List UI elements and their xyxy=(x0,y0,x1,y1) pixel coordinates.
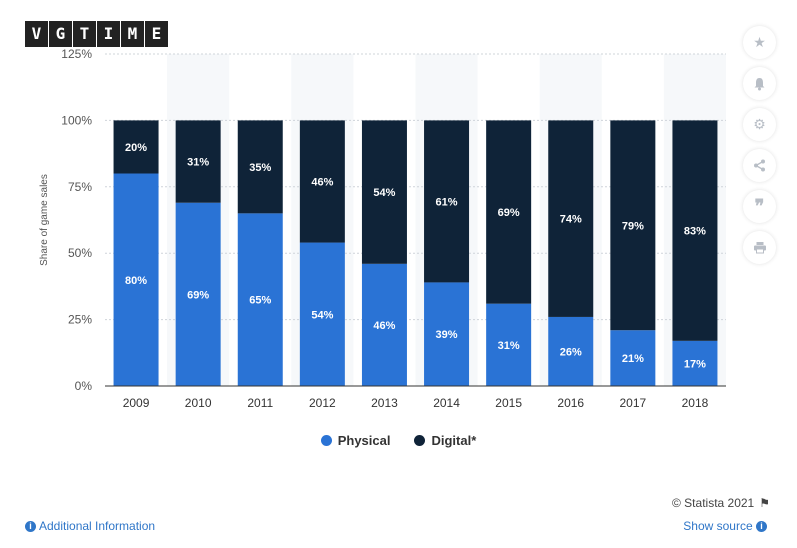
legend-item-digital[interactable]: Digital* xyxy=(414,433,476,448)
additional-information-label: Additional Information xyxy=(39,519,156,533)
bar-physical xyxy=(548,316,594,386)
x-tick-label: 2013 xyxy=(371,396,398,410)
star-icon[interactable]: ★ xyxy=(743,26,776,59)
copyright: © Statista 2021 ⚑ xyxy=(672,496,770,510)
data-label-digital: 83% xyxy=(684,226,706,238)
info-icon: i xyxy=(25,521,36,533)
data-label-physical: 80% xyxy=(125,275,147,287)
legend-item-physical[interactable]: Physical xyxy=(320,433,391,448)
bar-digital xyxy=(672,120,718,341)
data-label-physical: 46% xyxy=(373,320,395,332)
bar-digital xyxy=(361,120,407,264)
bar-digital xyxy=(424,120,470,283)
watermark-logo: V G T I M E xyxy=(24,20,169,48)
bar-physical xyxy=(237,213,283,386)
bar-physical xyxy=(486,303,532,386)
watermark-letter: M xyxy=(121,21,144,47)
data-label-physical: 26% xyxy=(560,346,582,358)
additional-information-link[interactable]: i Additional Information xyxy=(25,519,155,533)
legend-dot-digital xyxy=(414,435,426,446)
bar-physical xyxy=(113,173,159,386)
bar-digital xyxy=(113,120,159,174)
x-tick-label: 2012 xyxy=(309,396,336,410)
bar-physical xyxy=(672,340,718,386)
legend-label-digital: Digital* xyxy=(431,433,477,448)
watermark-letter: I xyxy=(97,21,120,47)
bar-physical xyxy=(424,282,470,386)
bar-physical xyxy=(299,242,345,386)
data-label-physical: 31% xyxy=(498,340,520,352)
data-label-physical: 69% xyxy=(187,289,209,301)
data-label-physical: 21% xyxy=(622,353,644,365)
bar-digital xyxy=(486,120,532,304)
watermark-letter: T xyxy=(73,21,96,47)
x-tick-label: 2017 xyxy=(619,396,646,410)
data-label-physical: 17% xyxy=(684,358,706,370)
data-label-digital: 74% xyxy=(560,214,582,226)
legend-dot-physical xyxy=(320,435,332,446)
bar-digital xyxy=(175,120,221,203)
bar-physical xyxy=(361,263,407,386)
y-tick-label: 0% xyxy=(75,379,93,393)
bar-physical xyxy=(175,202,221,386)
data-label-digital: 54% xyxy=(373,187,395,199)
x-tick-label: 2009 xyxy=(123,396,150,410)
watermark-letter: E xyxy=(145,21,168,47)
watermark-letter: G xyxy=(49,21,72,47)
y-tick-label: 125% xyxy=(61,47,92,61)
watermark-letter: V xyxy=(25,21,48,47)
bar-digital xyxy=(299,120,345,243)
y-tick-label: 50% xyxy=(68,246,92,260)
x-tick-label: 2018 xyxy=(682,396,709,410)
data-label-digital: 20% xyxy=(125,142,147,154)
print-icon[interactable] xyxy=(743,231,776,264)
show-source-link[interactable]: Show source i xyxy=(683,519,770,533)
info-icon: i xyxy=(756,521,767,533)
bar-digital xyxy=(548,120,594,317)
show-source-label: Show source xyxy=(683,519,753,533)
y-tick-label: 25% xyxy=(68,313,92,327)
bar-chart: 0% 25% 50% 75% 100% 125% Share of game sales 80… xyxy=(39,47,726,410)
copyright-text: © Statista 2021 xyxy=(672,496,755,510)
data-label-physical: 39% xyxy=(436,329,458,341)
chart-toolbar: ★ ⚙ ❞ xyxy=(743,26,776,264)
data-label-physical: 65% xyxy=(249,295,271,307)
y-tick-label: 75% xyxy=(68,180,92,194)
data-label-digital: 35% xyxy=(249,162,271,174)
chart-legend: Physical Digital* xyxy=(0,433,797,448)
x-tick-label: 2015 xyxy=(495,396,522,410)
share-icon[interactable] xyxy=(743,149,776,182)
data-label-digital: 79% xyxy=(622,220,644,232)
flag-icon[interactable]: ⚑ xyxy=(759,496,770,510)
gear-icon[interactable]: ⚙ xyxy=(743,108,776,141)
x-tick-label: 2011 xyxy=(247,396,273,410)
quote-icon[interactable]: ❞ xyxy=(743,190,776,223)
y-tick-label: 100% xyxy=(61,113,92,127)
bar-digital xyxy=(610,120,656,331)
data-label-digital: 31% xyxy=(187,157,209,169)
x-tick-label: 2010 xyxy=(185,396,212,410)
legend-label-physical: Physical xyxy=(337,433,391,448)
data-label-digital: 61% xyxy=(436,196,458,208)
data-label-physical: 54% xyxy=(311,309,333,321)
bar-digital xyxy=(237,120,283,214)
data-label-digital: 46% xyxy=(311,176,333,188)
x-tick-label: 2016 xyxy=(557,396,584,410)
bar-physical xyxy=(610,330,656,386)
y-axis-label: Share of game sales xyxy=(39,174,50,266)
bell-icon[interactable] xyxy=(743,67,776,100)
data-label-digital: 69% xyxy=(498,207,520,219)
x-tick-label: 2014 xyxy=(433,396,460,410)
